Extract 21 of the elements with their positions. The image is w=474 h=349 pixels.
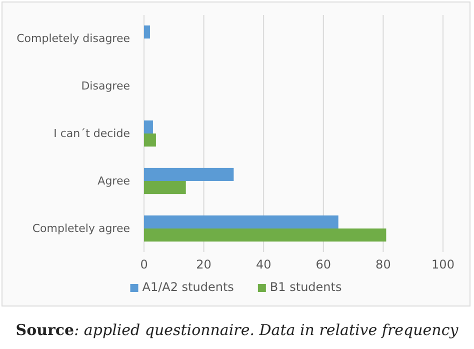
x-tick-label: 0	[140, 258, 148, 272]
y-tick-label: Disagree	[81, 80, 130, 93]
bar	[144, 180, 186, 194]
x-tick-label: 100	[432, 258, 454, 272]
y-tick-label: Completely agree	[32, 222, 130, 236]
bar	[144, 134, 156, 147]
bar	[144, 25, 150, 39]
y-tick-label: Agree	[98, 174, 130, 188]
y-tick-label: I can´t decide	[54, 127, 130, 140]
legend-label: A1/A2 students	[142, 280, 234, 294]
source-note: Source: applied questionnaire. Data in relative frequency	[16, 321, 459, 339]
legend-label: B1 students	[270, 280, 342, 294]
x-tick-label: 40	[256, 258, 272, 272]
bar	[144, 215, 338, 228]
x-tick-label: 80	[376, 258, 391, 272]
bar	[144, 168, 234, 181]
bar	[144, 120, 153, 134]
bar	[144, 228, 386, 242]
x-tick-label: 60	[316, 258, 332, 272]
y-tick-label: Completely disagree	[16, 32, 130, 46]
x-tick-label: 20	[196, 258, 212, 272]
